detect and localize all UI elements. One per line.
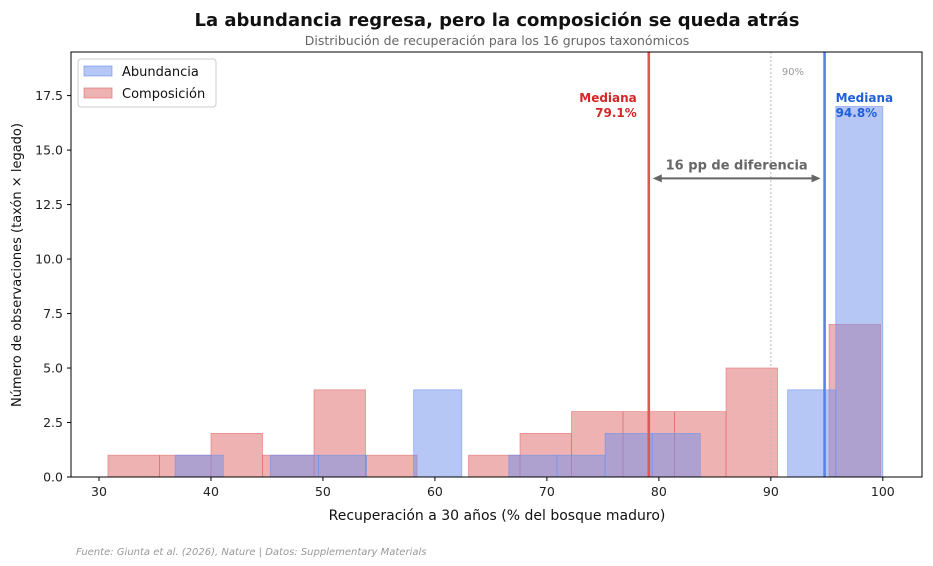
x-tick-label: 40: [203, 484, 219, 499]
y-tick-label: 10.0: [35, 252, 63, 267]
x-axis-label: Recuperación a 30 años (% del bosque mad…: [329, 508, 666, 524]
bar-composicion-0: [107, 454, 160, 478]
x-tick-label: 30: [91, 484, 107, 499]
x-tick-label: 60: [427, 484, 443, 499]
bar-abundancia-7: [651, 433, 701, 478]
y-tick-label: 2.5: [43, 415, 63, 430]
y-tick-label: 15.0: [35, 143, 63, 158]
bar-abundancia-6: [604, 433, 653, 478]
median-value-abundancia: 94.8%: [836, 106, 878, 120]
median-value-composicion: 79.1%: [595, 106, 637, 120]
x-tick-label: 90: [763, 484, 779, 499]
bar-abundancia-2: [318, 454, 368, 478]
bar-abundancia-3: [413, 389, 463, 478]
bar-abundancia-4: [508, 454, 558, 478]
y-tick-label: 12.5: [35, 197, 63, 212]
median-label-abundancia: Mediana: [836, 91, 894, 105]
x-tick-label: 100: [871, 484, 895, 499]
axes: 30 40 50 60 70 80 90 100 0.0 2.5 5.0 7.5 10.0 12.5 15.…: [35, 51, 923, 499]
bar-abundancia-8: [787, 389, 837, 478]
chart-subtitle: Distribución de recuperación para los 16…: [305, 33, 690, 48]
bar-abundancia-1: [269, 454, 319, 478]
bar-abundancia-5: [556, 454, 606, 478]
bar-abundancia-0: [174, 454, 224, 478]
chart-title: La abundancia regresa, pero la composici…: [195, 10, 800, 31]
bar-composicion-11: [725, 367, 778, 478]
abundancia-bars: [174, 106, 884, 478]
y-tick-label: 5.0: [43, 361, 63, 376]
legend-swatch-abundancia: [83, 65, 113, 77]
median-label-composicion: Mediana: [579, 91, 637, 105]
legend: Abundancia Composición: [77, 58, 217, 108]
y-axis-label: Número de observaciones (taxón × legado): [10, 123, 25, 407]
y-tick-label: 0.0: [43, 470, 63, 485]
bar-composicion-5: [365, 454, 418, 478]
gap-label: 16 pp de diferencia: [666, 159, 808, 174]
gap-arrow-head-right: [811, 174, 821, 183]
legend-label-composicion: Composición: [122, 87, 205, 102]
reference-line-label: 90%: [782, 67, 804, 78]
gap-arrow-head-left: [652, 174, 662, 183]
plot-background: [71, 52, 922, 477]
x-tick-label: 70: [539, 484, 555, 499]
x-tick-label: 50: [315, 484, 331, 499]
plot-frame: [70, 51, 923, 478]
annotations: 16 pp de diferencia: [652, 159, 821, 183]
legend-swatch-composicion: [83, 87, 113, 99]
legend-label-abundancia: Abundancia: [122, 65, 199, 80]
y-tick-label: 17.5: [35, 88, 63, 103]
x-tick-label: 80: [651, 484, 667, 499]
plot-area: [71, 52, 922, 477]
y-tick-label: 7.5: [43, 306, 63, 321]
source-note: Fuente: Giunta et al. (2026), Nature | D…: [76, 547, 426, 558]
bar-abundancia-9: [835, 106, 884, 478]
